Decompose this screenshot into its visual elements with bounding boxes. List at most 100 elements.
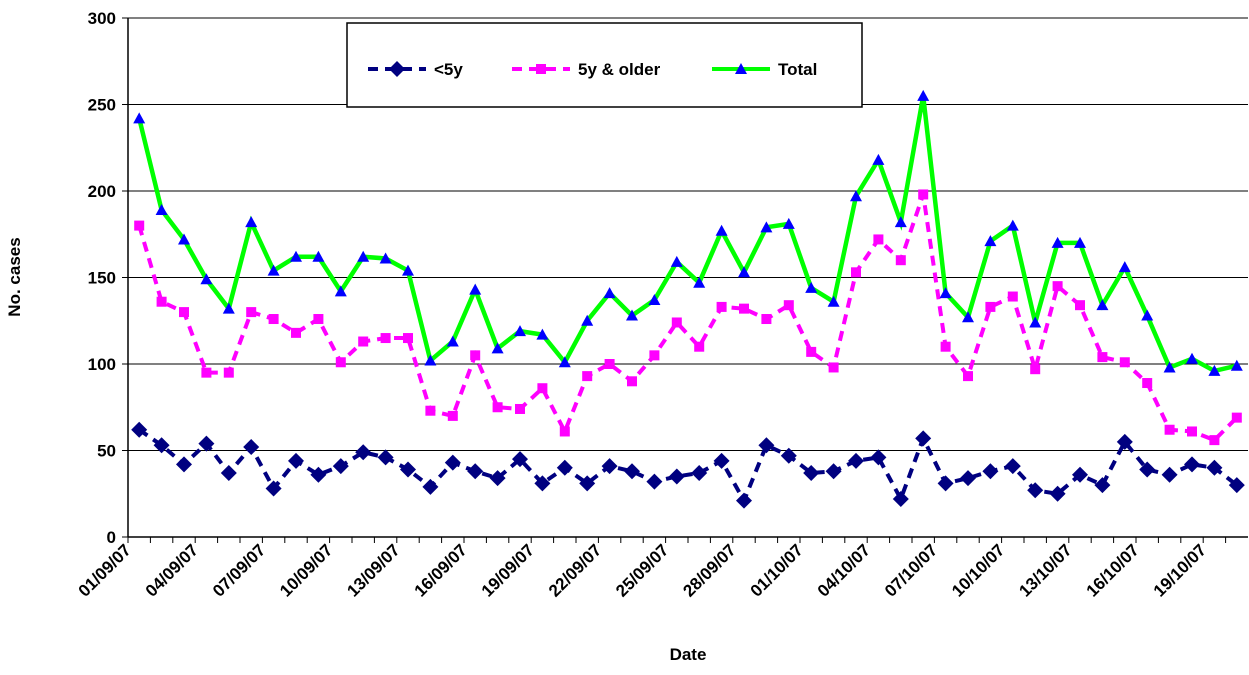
marker [848,452,864,469]
legend-marker [536,64,546,74]
marker [715,224,728,236]
marker [1208,364,1221,376]
marker [1006,219,1019,231]
marker [1161,466,1178,483]
legend-marker [389,61,405,77]
marker [985,301,996,312]
marker [222,302,235,314]
marker [133,112,146,124]
marker [601,458,618,475]
marker [1052,281,1063,292]
marker [962,311,974,323]
marker [915,430,932,447]
x-tick-label: 16/09/07 [411,540,471,600]
marker [1187,426,1197,437]
y-tick-label: 0 [107,528,116,547]
y-tick-label: 50 [97,442,116,461]
legend-item: 5y & older [512,60,661,79]
marker [355,444,372,461]
marker [649,350,660,361]
marker [738,266,750,278]
marker [581,314,594,326]
marker [1142,378,1153,389]
marker [1030,364,1041,375]
marker [489,470,506,487]
marker [288,452,304,469]
marker [312,250,325,262]
marker [873,234,884,245]
marker [536,328,549,340]
y-tick-label: 300 [88,9,116,28]
marker [960,470,976,487]
marker [1116,433,1133,450]
legend-label: <5y [434,60,463,79]
marker [1231,412,1242,423]
marker [332,458,349,475]
marker [851,267,861,278]
marker [646,473,663,490]
marker [694,341,705,352]
marker [265,480,282,497]
marker [290,250,302,262]
marker [761,314,772,325]
marker [291,327,301,338]
legend-marker [735,63,747,74]
x-tick-label: 25/09/07 [612,540,672,600]
marker [940,341,951,352]
marker [780,447,797,464]
y-tick-label: 150 [88,269,116,288]
marker [579,475,596,492]
marker [179,307,189,318]
marker [782,217,795,229]
marker [1118,261,1131,273]
marker [917,89,930,101]
marker [1230,359,1243,371]
marker [556,459,573,476]
marker [582,371,593,382]
marker [1164,424,1175,435]
marker [1072,466,1088,483]
marker [469,283,482,295]
marker [379,252,392,264]
x-tick-label: 10/09/07 [276,540,336,600]
marker [1094,477,1111,494]
x-tick-label: 04/10/07 [814,540,874,600]
marker [825,463,842,480]
legend-item: Total [712,60,817,79]
marker [178,233,190,245]
y-tick-label: 200 [88,182,116,201]
marker [670,255,683,267]
marker [1075,300,1085,311]
marker [1097,352,1108,363]
series-line [137,193,1239,443]
x-tick-label: 13/09/07 [343,540,403,600]
x-tick-label: 16/10/07 [1083,540,1143,600]
marker [693,276,706,288]
marker [514,325,526,337]
marker [200,273,213,285]
marker [894,216,907,228]
marker [850,190,862,202]
x-tick-label: 07/10/07 [881,540,941,600]
marker [268,314,279,325]
marker [1206,459,1223,476]
marker [1007,291,1018,302]
marker [963,371,973,382]
legend-label: Total [778,60,817,79]
marker [492,402,503,413]
marker [131,421,148,438]
marker [267,264,280,276]
marker [558,356,571,368]
marker [220,464,237,481]
marker [937,475,954,492]
marker [1049,485,1066,502]
marker [246,307,257,318]
marker [1209,435,1220,446]
marker [446,335,459,347]
marker [1186,352,1198,364]
y-axis-title: No. cases [5,237,24,316]
series-line [137,95,1238,374]
marker [243,439,260,456]
marker [939,287,952,299]
